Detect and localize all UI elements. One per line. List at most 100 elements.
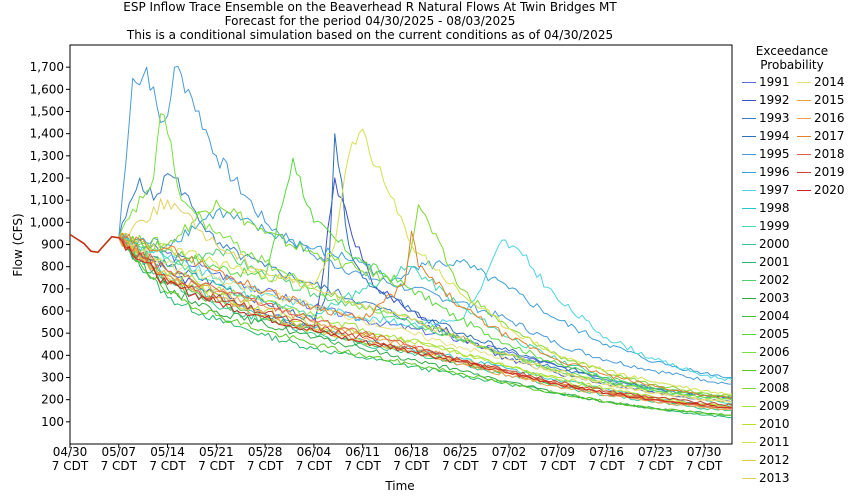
legend-swatch	[797, 100, 811, 101]
x-tick-label: 05/14	[150, 445, 185, 459]
x-tick-label: 06/18	[394, 445, 429, 459]
y-tick-label: 500	[41, 326, 64, 340]
x-tick-label: 07/16	[589, 445, 624, 459]
legend-label: 2009	[759, 399, 790, 413]
x-tick-label: 7 CDT	[52, 459, 89, 473]
x-tick-label: 05/28	[248, 445, 283, 459]
legend-swatch	[742, 424, 756, 425]
legend-swatch	[742, 478, 756, 479]
legend-swatch	[797, 172, 811, 173]
legend-swatch	[742, 82, 756, 83]
legend-swatch	[797, 118, 811, 119]
x-tick-label: 7 CDT	[393, 459, 430, 473]
legend-label: 1994	[759, 129, 790, 143]
chart-titles: ESP Inflow Trace Ensemble on the Beaverh…	[0, 0, 740, 42]
legend-label: 1996	[759, 165, 790, 179]
y-tick-label: 1,200	[30, 171, 64, 185]
legend-swatch	[742, 334, 756, 335]
legend-label: 2000	[759, 237, 790, 251]
series-line-2009	[118, 237, 733, 408]
legend-label: 1995	[759, 147, 790, 161]
y-tick-label: 200	[41, 393, 64, 407]
legend-label: 2007	[759, 363, 790, 377]
legend-label: 2003	[759, 291, 790, 305]
legend-label: 1993	[759, 111, 790, 125]
x-tick-label: 7 CDT	[247, 459, 284, 473]
legend-label: 2005	[759, 327, 790, 341]
legend-label: 2019	[814, 165, 845, 179]
x-tick-label: 07/30	[687, 445, 722, 459]
x-tick-label: 7 CDT	[149, 459, 186, 473]
x-tick-label: 05/07	[101, 445, 136, 459]
series-line-2011	[118, 128, 732, 395]
x-tick-label: 7 CDT	[296, 459, 333, 473]
x-tick-label: 06/11	[345, 445, 380, 459]
series-line-2018	[118, 236, 733, 409]
legend-label: 2017	[814, 129, 845, 143]
y-tick-labels: 100 200 300 400 500 600 700 800 900 1,000 1,100 1,2…	[30, 60, 64, 429]
y-tick-label: 1,100	[30, 193, 64, 207]
legend-label: 2016	[814, 111, 845, 125]
legend-swatch	[742, 406, 756, 407]
series-line-2000	[118, 237, 733, 412]
legend-swatch	[742, 172, 756, 173]
y-tick-label: 600	[41, 304, 64, 318]
x-tick-label: 7 CDT	[491, 459, 528, 473]
legend-label: 1991	[759, 75, 790, 89]
legend-label: 2011	[759, 435, 790, 449]
x-tick-label: 7 CDT	[101, 459, 138, 473]
y-tick-label: 1,000	[30, 215, 64, 229]
legend-swatch	[742, 262, 756, 263]
x-tick-label: 7 CDT	[344, 459, 381, 473]
x-tick-label: 7 CDT	[637, 459, 674, 473]
legend-swatch	[742, 244, 756, 245]
x-tick-label: 7 CDT	[588, 459, 625, 473]
series-line-1995	[118, 65, 733, 385]
legend-swatch	[742, 136, 756, 137]
legend-label: 2004	[759, 309, 790, 323]
legend-swatch	[797, 154, 811, 155]
legend-label: 1999	[759, 219, 790, 233]
series-line-2005	[118, 157, 733, 399]
series-line-2002	[118, 237, 733, 401]
chart-subtitle: Forecast for the period 04/30/2025 - 08/…	[224, 14, 516, 28]
y-axis-label: Flow (CFS)	[11, 213, 25, 276]
x-tick-label: 07/09	[540, 445, 575, 459]
series-line-2008	[118, 199, 733, 396]
x-tick-label: 7 CDT	[198, 459, 235, 473]
plot-frame	[69, 44, 733, 445]
series-line-1997	[118, 237, 733, 381]
legend-swatch	[797, 82, 811, 83]
legend-label: 2006	[759, 345, 790, 359]
legend-swatch	[742, 190, 756, 191]
legend-label: 2008	[759, 381, 790, 395]
y-tick-label: 900	[41, 238, 64, 252]
legend-swatch	[742, 118, 756, 119]
series-line-2010	[118, 237, 733, 408]
legend-swatch	[797, 136, 811, 137]
x-axis-label: Time	[384, 479, 414, 493]
y-tick-label: 700	[41, 282, 64, 296]
series-line-2017	[118, 230, 733, 400]
legend-swatch	[797, 190, 811, 191]
y-tick-label: 400	[41, 348, 64, 362]
legend-label: 2002	[759, 273, 790, 287]
y-tick-label: 1,500	[30, 105, 64, 119]
series-line-2006	[118, 113, 733, 401]
legend-label: 2012	[759, 453, 790, 467]
axes	[66, 44, 733, 448]
series-line-2007	[118, 237, 733, 416]
series-line-2019	[118, 237, 733, 407]
y-tick-label: 100	[41, 415, 64, 429]
legend-swatch	[742, 100, 756, 101]
y-tick-label: 1,400	[30, 127, 64, 141]
legend-label: 2001	[759, 255, 790, 269]
legend-swatch	[742, 208, 756, 209]
observed-line	[69, 233, 119, 254]
legend-label: 2018	[814, 147, 845, 161]
legend-swatch	[742, 352, 756, 353]
x-tick-label: 07/02	[492, 445, 527, 459]
x-tick-label: 06/25	[443, 445, 478, 459]
